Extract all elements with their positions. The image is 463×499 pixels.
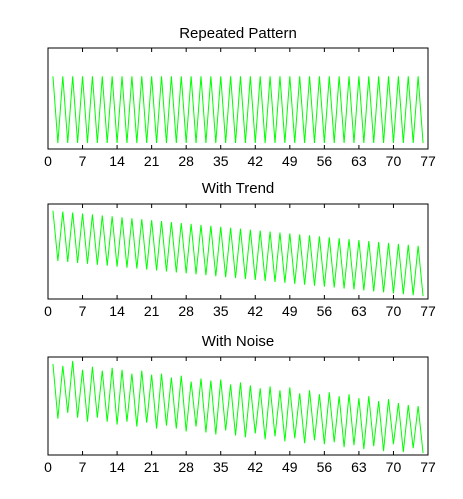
x-tick-label: 77 <box>420 459 436 475</box>
x-tick-label: 42 <box>247 459 263 475</box>
x-tick-label: 14 <box>109 303 125 319</box>
x-tick-label: 63 <box>351 459 367 475</box>
x-tick-label: 70 <box>386 459 402 475</box>
x-tick-label: 42 <box>247 153 263 169</box>
subplot-with-trend: With Trend 0 7 14 21 28 35 42 49 56 63 70 77 <box>44 180 436 319</box>
x-tick-label: 49 <box>282 459 298 475</box>
subplot-title: Repeated Pattern <box>179 25 297 42</box>
plot-frame <box>47 47 429 150</box>
x-tick-label: 56 <box>317 459 333 475</box>
subplot-title: With Noise <box>202 333 275 350</box>
x-tick-label: 42 <box>247 303 263 319</box>
x-tick-label: 35 <box>213 153 229 169</box>
series-line <box>52 76 424 143</box>
x-tick-label: 7 <box>79 153 87 169</box>
x-tick-label: 77 <box>420 153 436 169</box>
x-tick-layer: 0 7 14 21 28 35 42 49 56 63 70 77 <box>44 48 436 169</box>
x-tick-label: 35 <box>213 459 229 475</box>
series-line <box>52 360 424 454</box>
x-tick-label: 21 <box>144 153 160 169</box>
x-tick-label: 56 <box>317 303 333 319</box>
x-tick-label: 7 <box>79 459 87 475</box>
x-tick-label: 7 <box>79 303 87 319</box>
x-tick-label: 63 <box>351 153 367 169</box>
x-tick-label: 28 <box>178 153 194 169</box>
x-tick-label: 0 <box>44 303 52 319</box>
x-tick-label: 21 <box>144 303 160 319</box>
subplot-with-noise: With Noise 0 7 14 21 28 35 42 49 56 63 70 77 <box>44 333 436 475</box>
x-tick-label: 56 <box>317 153 333 169</box>
x-tick-label: 0 <box>44 459 52 475</box>
series-layer <box>52 360 424 454</box>
series-line <box>52 210 424 297</box>
x-tick-label: 35 <box>213 303 229 319</box>
x-tick-label: 70 <box>386 153 402 169</box>
x-tick-label: 21 <box>144 459 160 475</box>
x-tick-label: 49 <box>282 153 298 169</box>
series-layer <box>52 210 424 297</box>
x-tick-label: 77 <box>420 303 436 319</box>
x-tick-layer: 0 7 14 21 28 35 42 49 56 63 70 77 <box>44 204 436 319</box>
x-tick-label: 28 <box>178 459 194 475</box>
subplot-repeated-pattern: Repeated Pattern 0 7 14 21 28 35 42 49 56 63 70 77 <box>44 25 436 169</box>
x-tick-label: 49 <box>282 303 298 319</box>
x-tick-label: 28 <box>178 303 194 319</box>
subplot-title: With Trend <box>202 180 275 197</box>
x-tick-layer: 0 7 14 21 28 35 42 49 56 63 70 77 <box>44 357 436 475</box>
x-tick-label: 14 <box>109 153 125 169</box>
x-tick-label: 63 <box>351 303 367 319</box>
x-tick-label: 14 <box>109 459 125 475</box>
series-layer <box>52 76 424 143</box>
x-tick-label: 0 <box>44 153 52 169</box>
x-tick-label: 70 <box>386 303 402 319</box>
